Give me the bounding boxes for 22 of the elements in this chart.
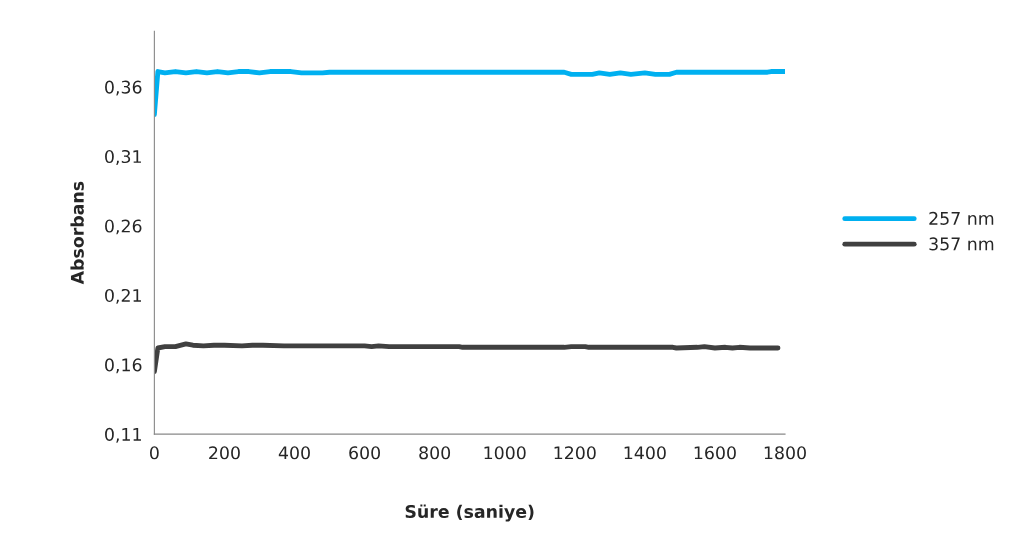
x-tick-label: 200 — [209, 446, 240, 460]
legend-label: 357 nm — [929, 237, 994, 251]
x-tick-label: 1000 — [484, 446, 526, 460]
line-series — [154, 341, 781, 375]
x-axis-title: Süre (saniye) — [405, 504, 534, 522]
x-tick-label: 1600 — [694, 446, 736, 460]
x-tick-label: 1400 — [624, 446, 666, 460]
y-tick-label: 0,26 — [105, 219, 142, 235]
line-series — [154, 69, 785, 118]
y-axis-title: Absorbans — [70, 181, 84, 285]
x-tick-label: 0 — [150, 446, 159, 460]
legend-label: 257 nm — [929, 211, 994, 225]
y-tick-label: 0,11 — [105, 427, 141, 443]
x-tick-label: 600 — [349, 446, 380, 460]
x-tick-label: 800 — [419, 446, 451, 460]
x-tick-label: 400 — [278, 446, 310, 460]
y-tick-label: 0,16 — [105, 358, 142, 374]
y-tick-label: 0,36 — [105, 80, 142, 96]
x-tick-label: 1800 — [764, 446, 806, 460]
y-tick-label: 0,31 — [105, 149, 141, 165]
y-tick-label: 0,21 — [105, 288, 141, 304]
x-tick-label: 1200 — [554, 446, 596, 460]
